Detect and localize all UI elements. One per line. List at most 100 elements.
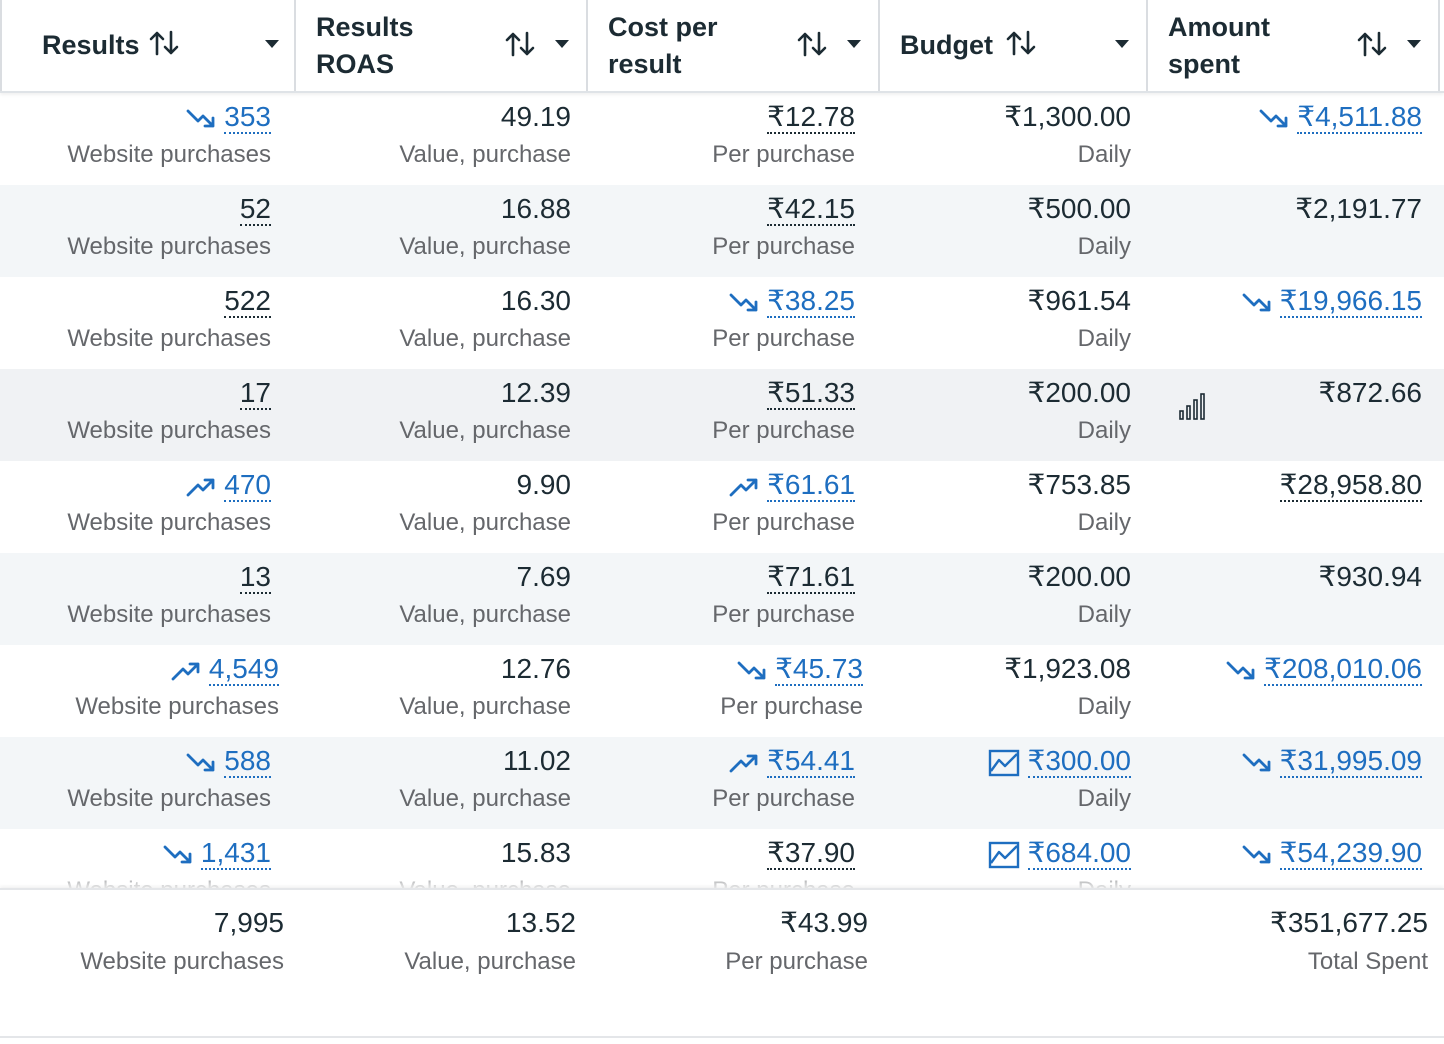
bar-chart-icon[interactable] — [1178, 393, 1210, 421]
total-roas: 13.52 — [505, 907, 576, 938]
results-number[interactable]: 470 — [224, 469, 271, 502]
trend-down-icon — [186, 753, 215, 772]
amount-spent-value[interactable]: ₹28,958.80 — [1279, 468, 1422, 502]
cost-per-result-value[interactable]: ₹42.15 — [767, 192, 855, 226]
budget-number: ₹1,923.08 — [1004, 653, 1131, 684]
cost-per-result-value[interactable]: ₹38.25 — [729, 284, 855, 318]
cost-per-result-number[interactable]: ₹37.90 — [767, 837, 855, 870]
cost-per-result-number[interactable]: ₹45.73 — [775, 653, 863, 686]
sort-icon[interactable] — [1356, 30, 1388, 58]
budget-value: ₹961.54 — [1028, 284, 1131, 318]
results-number[interactable]: 588 — [224, 745, 271, 778]
results-value[interactable]: 1,431 — [163, 836, 271, 870]
chevron-down-icon[interactable] — [265, 40, 279, 48]
column-header-cost-per-result[interactable]: Cost per result — [588, 0, 880, 91]
amount-spent-value[interactable]: ₹4,511.88 — [1259, 100, 1422, 134]
results-value[interactable]: 17 — [239, 376, 271, 410]
results-type-label: Website purchases — [75, 693, 279, 720]
results-value[interactable]: 588 — [186, 744, 271, 778]
cost-per-result-value[interactable]: ₹12.78 — [767, 100, 855, 134]
amount-spent-value[interactable]: ₹208,010.06 — [1226, 652, 1422, 686]
results-value[interactable]: 522 — [224, 284, 271, 318]
trend-down-icon — [729, 293, 758, 312]
budget-number: ₹753.85 — [1027, 469, 1131, 500]
table-row[interactable]: 353 Website purchases 49.19 Value, purchase… — [0, 93, 1444, 185]
results-value[interactable]: 353 — [186, 100, 271, 134]
chevron-down-icon[interactable] — [555, 40, 569, 48]
table-row[interactable]: 52 Website purchases 16.88 Value, purchase ₹… — [0, 185, 1444, 277]
cost-per-result-value[interactable]: ₹45.73 — [737, 652, 863, 686]
budget-value: ₹753.85 — [1028, 468, 1131, 502]
results-number[interactable]: 353 — [224, 101, 271, 134]
chevron-down-icon[interactable] — [1407, 40, 1421, 48]
sort-icon[interactable] — [504, 30, 536, 58]
amount-spent-number[interactable]: ₹19,966.15 — [1279, 285, 1422, 318]
roas-type-label: Value, purchase — [399, 601, 571, 628]
budget-type-label: Daily — [1077, 509, 1131, 536]
results-number[interactable]: 52 — [239, 193, 271, 226]
roas-value: 11.02 — [503, 745, 571, 776]
budget-value[interactable]: ₹684.00 — [988, 836, 1131, 870]
roas-type-label: Value, purchase — [399, 141, 571, 168]
table-row[interactable]: 470 Website purchases 9.90 Value, purchase ₹… — [0, 461, 1444, 553]
table-footer-totals: 7,995 Website purchases 13.52 Value, pur… — [0, 888, 1444, 1044]
cost-per-result-number[interactable]: ₹38.25 — [767, 285, 855, 318]
amount-spent-number[interactable]: ₹54,239.90 — [1279, 837, 1422, 870]
results-number[interactable]: 522 — [224, 285, 271, 318]
cost-per-result-value[interactable]: ₹51.33 — [767, 376, 855, 410]
column-label-cost-per-result-1: Cost per — [608, 12, 718, 42]
results-type-label: Website purchases — [67, 325, 271, 352]
roas-type-label: Value, purchase — [399, 693, 571, 720]
cost-per-result-number[interactable]: ₹71.61 — [767, 561, 855, 594]
table-row[interactable]: 13 Website purchases 7.69 Value, purchase ₹7… — [0, 553, 1444, 645]
amount-spent-value[interactable]: ₹54,239.90 — [1242, 836, 1422, 870]
amount-spent-value[interactable]: ₹19,966.15 — [1242, 284, 1422, 318]
budget-value: ₹1,923.08 — [1004, 652, 1131, 686]
table-row[interactable]: 588 Website purchases 11.02 Value, purchase… — [0, 737, 1444, 829]
amount-spent-number[interactable]: ₹208,010.06 — [1264, 653, 1422, 686]
amount-spent-value[interactable]: ₹31,995.09 — [1242, 744, 1422, 778]
column-header-results-roas[interactable]: Results ROAS — [296, 0, 588, 91]
amount-spent-number[interactable]: ₹4,511.88 — [1297, 101, 1422, 134]
results-value[interactable]: 13 — [239, 560, 271, 594]
sort-icon[interactable] — [1005, 29, 1037, 57]
column-header-budget[interactable]: Budget — [880, 0, 1148, 91]
cost-per-result-value[interactable]: ₹37.90 — [767, 836, 855, 870]
cost-per-result-value[interactable]: ₹54.41 — [729, 744, 855, 778]
cost-per-result-number[interactable]: ₹51.33 — [767, 377, 855, 410]
cost-per-result-number[interactable]: ₹61.61 — [767, 469, 855, 502]
table-row[interactable]: 17 Website purchases 12.39 Value, purchase ₹… — [0, 369, 1444, 461]
cost-per-result-number[interactable]: ₹12.78 — [767, 101, 855, 134]
table-row[interactable]: 522 Website purchases 16.30 Value, purchase… — [0, 277, 1444, 369]
sort-icon[interactable] — [796, 30, 828, 58]
results-value[interactable]: 4,549 — [171, 652, 279, 686]
column-header-results[interactable]: Results — [0, 0, 296, 91]
cost-per-result-value[interactable]: ₹61.61 — [729, 468, 855, 502]
budget-number[interactable]: ₹300.00 — [1027, 745, 1131, 778]
roas-type-label: Value, purchase — [399, 325, 571, 352]
amount-spent-number[interactable]: ₹31,995.09 — [1279, 745, 1422, 778]
cost-per-result-number[interactable]: ₹42.15 — [767, 193, 855, 226]
results-number[interactable]: 17 — [239, 377, 271, 410]
budget-number[interactable]: ₹684.00 — [1027, 837, 1131, 870]
table-body: 353 Website purchases 49.19 Value, purchase… — [0, 93, 1444, 888]
amount-spent-number[interactable]: ₹28,958.80 — [1279, 469, 1422, 502]
results-number[interactable]: 1,431 — [200, 837, 271, 870]
results-value[interactable]: 470 — [186, 468, 271, 502]
cost-per-result-value[interactable]: ₹71.61 — [767, 560, 855, 594]
cost-per-result-number[interactable]: ₹54.41 — [767, 745, 855, 778]
results-type-label: Website purchases — [67, 417, 271, 444]
table-row[interactable]: 4,549 Website purchases 12.76 Value, purcha… — [0, 645, 1444, 737]
chevron-down-icon[interactable] — [847, 40, 861, 48]
results-value[interactable]: 52 — [239, 192, 271, 226]
budget-value[interactable]: ₹300.00 — [988, 744, 1131, 778]
results-number[interactable]: 4,549 — [208, 653, 279, 686]
column-header-amount-spent[interactable]: Amount spent — [1148, 0, 1440, 91]
sort-icon[interactable] — [148, 29, 180, 57]
results-number[interactable]: 13 — [239, 561, 271, 594]
budget-value: ₹200.00 — [1028, 560, 1131, 594]
cost-per-result-label: Per purchase — [712, 325, 855, 352]
cost-per-result-label: Per purchase — [712, 509, 855, 536]
roas-value: 9.90 — [516, 469, 572, 500]
chevron-down-icon[interactable] — [1115, 40, 1129, 48]
